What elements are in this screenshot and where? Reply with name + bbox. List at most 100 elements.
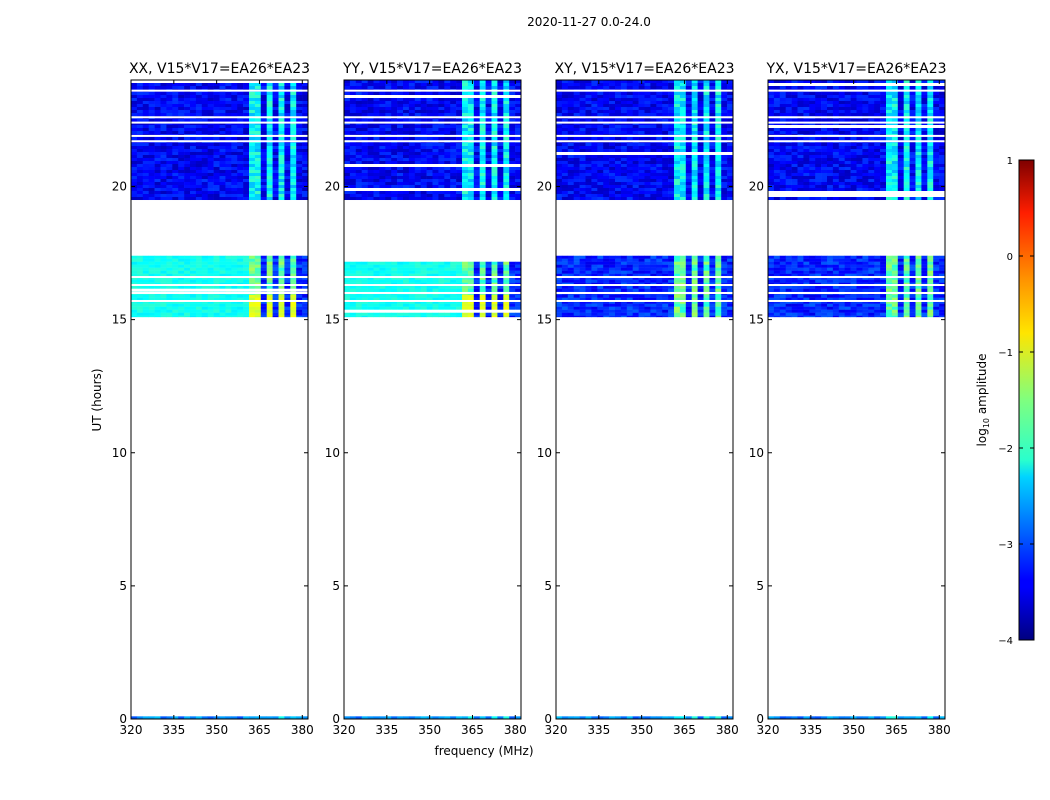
heatmap-cell: [349, 80, 357, 84]
heatmap-cell: [278, 80, 285, 84]
heatmap-cell: [509, 101, 516, 105]
heatmap-cell: [195, 80, 203, 84]
heatmap-cell: [703, 110, 710, 114]
heatmap-cell: [615, 146, 622, 150]
heatmap-cell: [450, 270, 457, 274]
heatmap-cell: [385, 297, 392, 301]
heatmap-cell: [225, 191, 232, 195]
heatmap-cell: [479, 185, 486, 189]
heatmap-cell: [190, 125, 197, 129]
heatmap-cell: [703, 170, 710, 174]
heatmap-cell: [237, 315, 244, 318]
heatmap-cell: [432, 264, 439, 268]
heatmap-cell: [567, 143, 574, 147]
heatmap-cell: [467, 107, 475, 111]
heatmap-cell: [344, 98, 351, 102]
heatmap-cell: [243, 131, 250, 135]
heatmap-cell: [503, 92, 510, 96]
heatmap-cell: [178, 300, 185, 304]
heatmap-cell: [148, 173, 155, 177]
heatmap-cell: [131, 83, 138, 87]
heatmap-cell: [231, 315, 238, 318]
heatmap-cell: [668, 125, 675, 129]
heatmap-cell: [509, 267, 516, 271]
heatmap-cell: [136, 161, 144, 165]
heatmap-cell: [243, 83, 250, 87]
heatmap-cell: [278, 152, 285, 156]
heatmap-cell: [385, 152, 392, 156]
heatmap-cell: [709, 194, 716, 198]
heatmap-cell: [685, 92, 692, 96]
heatmap-cell: [485, 273, 492, 277]
heatmap-cell: [591, 101, 598, 105]
heatmap-cell: [131, 258, 138, 262]
heatmap-cell: [620, 137, 628, 141]
heatmap-cell: [456, 194, 463, 198]
heatmap-cell: [591, 131, 598, 135]
heatmap-cell: [473, 92, 480, 96]
heatmap-cell: [367, 125, 374, 129]
heatmap-cell: [727, 137, 734, 141]
heatmap-cell: [491, 182, 498, 186]
heatmap-cell: [503, 255, 510, 259]
heatmap-cell: [260, 173, 267, 177]
heatmap-cell: [213, 107, 220, 111]
heatmap-cell: [515, 197, 522, 201]
heatmap-cell: [473, 161, 480, 165]
heatmap-cell: [344, 194, 351, 198]
heatmap-cell: [438, 309, 445, 313]
heatmap-cell: [231, 258, 238, 262]
heatmap-cell: [620, 80, 628, 84]
heatmap-cell: [344, 285, 351, 289]
heatmap-cell: [166, 155, 173, 159]
heatmap-cell: [148, 131, 155, 135]
heatmap-cell: [373, 303, 380, 307]
heatmap-cell: [444, 143, 451, 147]
heatmap-cell: [485, 276, 492, 280]
heatmap-cell: [603, 164, 610, 168]
heatmap-cell: [136, 92, 144, 96]
heatmap-cell: [426, 83, 433, 87]
heatmap-cell: [225, 261, 232, 265]
heatmap-cell: [632, 110, 639, 114]
heatmap-cell: [515, 113, 522, 117]
heatmap-cell: [131, 716, 138, 720]
heatmap-cell: [278, 258, 285, 262]
heatmap-cell: [397, 80, 404, 84]
heatmap-cell: [456, 170, 463, 174]
heatmap-cell: [674, 179, 681, 183]
heatmap-cell: [668, 161, 675, 165]
heatmap-cell: [497, 258, 504, 262]
heatmap-cell: [131, 176, 138, 180]
heatmap-cell: [131, 119, 138, 123]
heatmap-cell: [190, 146, 197, 150]
heatmap-cell: [662, 185, 669, 189]
heatmap-cell: [379, 285, 386, 289]
heatmap-cell: [254, 312, 262, 316]
heatmap-cell: [142, 98, 149, 102]
heatmap-cell: [703, 104, 710, 108]
heatmap-cell: [190, 179, 197, 183]
heatmap-cell: [485, 716, 492, 720]
heatmap-cell: [201, 185, 208, 189]
heatmap-cell: [715, 173, 722, 177]
heatmap-cell: [260, 270, 267, 274]
heatmap-cell: [579, 179, 586, 183]
heatmap-cell: [272, 267, 279, 271]
heatmap-cell: [650, 188, 657, 192]
heatmap-cell: [207, 155, 214, 159]
heatmap-cell: [296, 155, 303, 159]
heatmap-cell: [561, 179, 569, 183]
heatmap-cell: [349, 176, 357, 180]
heatmap-cell: [367, 131, 374, 135]
heatmap-cell: [479, 158, 486, 162]
heatmap-cell: [397, 167, 404, 171]
heatmap-cell: [385, 716, 392, 720]
heatmap-cell: [379, 306, 386, 310]
heatmap-cell: [420, 188, 427, 192]
y-tick-label: 0: [332, 712, 340, 726]
heatmap-cell: [432, 158, 439, 162]
heatmap-cell: [561, 164, 569, 168]
heatmap-cell: [373, 294, 380, 298]
heatmap-cell: [379, 273, 386, 277]
